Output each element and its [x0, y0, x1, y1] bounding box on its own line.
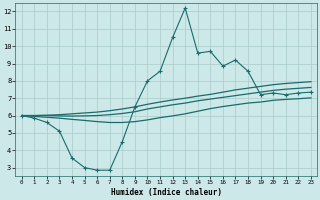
X-axis label: Humidex (Indice chaleur): Humidex (Indice chaleur) — [111, 188, 222, 197]
